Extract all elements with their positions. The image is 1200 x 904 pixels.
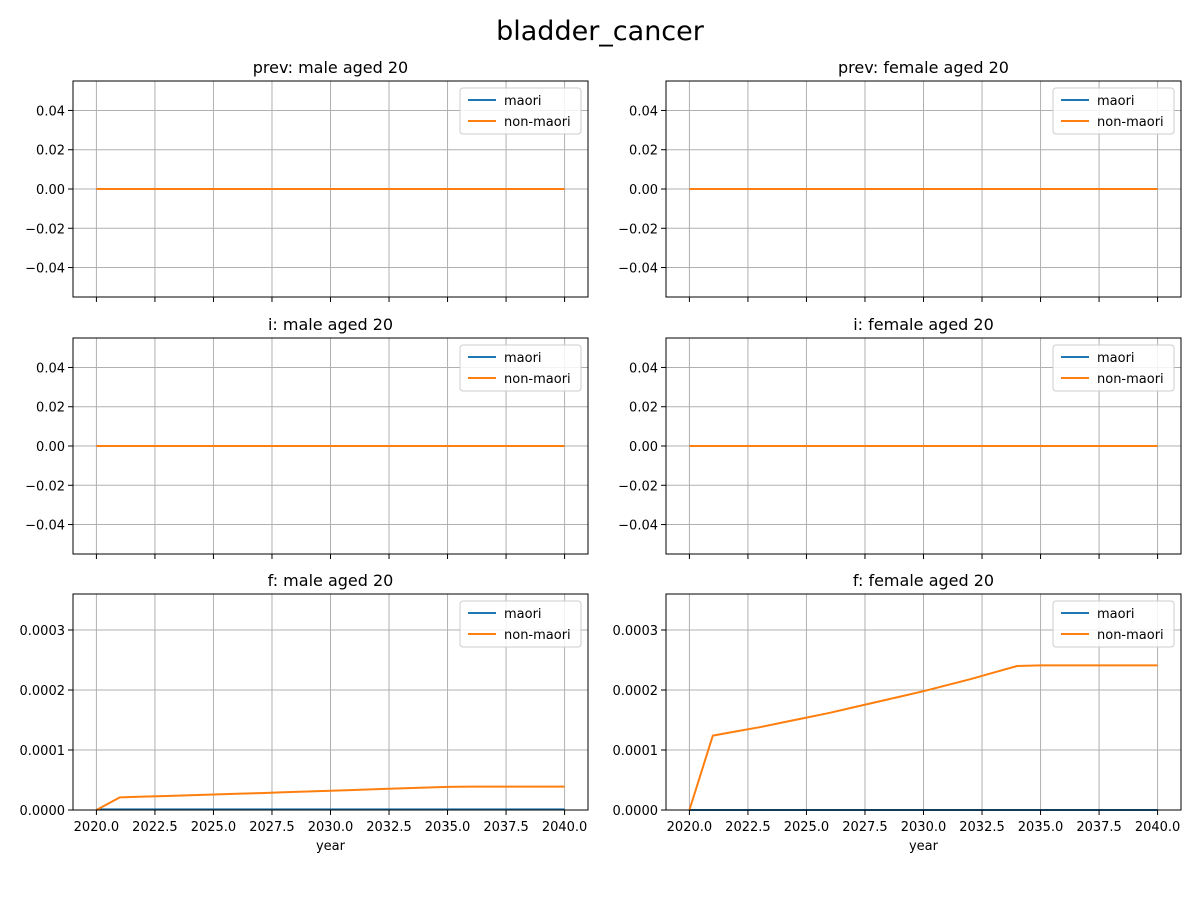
legend: maori non-maori [459,600,582,648]
y-tick-label: 0.0000 [613,804,659,819]
subplot-5: 2020.0 2022.5 2025.0 2027.5 2030.0 2032.5 2035… [613,571,1182,854]
subplot-0: −0.04 −0.02 0.00 0.02 0.04 prev: male aged 20… [25,58,589,302]
x-tick-label: 2040.0 [1135,820,1181,835]
y-tick-label: −0.04 [25,262,65,277]
y-tick-label: −0.02 [25,222,65,237]
series-line-non-maori [95,785,565,811]
y-tick-label: −0.02 [618,479,658,494]
legend-label: non-maori [504,115,571,130]
subplot-title: i: female aged 20 [853,315,994,334]
subplot-title: f: male aged 20 [268,571,394,590]
x-axis-label: year [316,839,346,854]
x-tick-label: 2040.0 [542,820,588,835]
x-tick-label: 2027.5 [842,820,888,835]
y-tick-label: −0.02 [618,222,658,237]
legend-label: non-maori [504,372,571,387]
y-tick-label: 0.00 [36,440,65,455]
x-tick-label: 2027.5 [249,820,295,835]
subplot-title: f: female aged 20 [853,571,994,590]
y-tick-label: 0.0001 [20,744,66,759]
subplot-4: 2020.0 2022.5 2025.0 2027.5 2030.0 2032.5 2035… [20,571,589,854]
y-tick-label: 0.02 [629,144,658,159]
legend-label: maori [504,607,542,622]
y-tick-label: 0.0003 [613,624,659,639]
x-tick-label: 2025.0 [191,820,237,835]
subplot-1: −0.04 −0.02 0.00 0.02 0.04 prev: female aged … [618,58,1182,302]
legend: maori non-maori [1052,600,1175,648]
subplot-3: −0.04 −0.02 0.00 0.02 0.04 i: female aged 20 m… [618,315,1182,559]
x-tick-label: 2020.0 [74,820,120,835]
legend-label: non-maori [504,628,571,643]
x-axis-label: year [909,839,939,854]
x-tick-label: 2037.5 [1076,820,1122,835]
legend: maori non-maori [1052,87,1175,135]
legend: maori non-maori [459,344,582,392]
y-tick-label: 0.02 [36,401,65,416]
y-tick-label: 0.0002 [20,684,66,699]
x-tick-label: 2030.0 [308,820,354,835]
y-tick-label: 0.0001 [613,744,659,759]
x-tick-label: 2022.5 [132,820,178,835]
legend: maori non-maori [459,87,582,135]
y-tick-label: 0.04 [36,361,65,376]
legend-label: non-maori [1097,115,1164,130]
y-tick-label: 0.02 [629,401,658,416]
y-tick-label: 0.02 [36,144,65,159]
legend-label: non-maori [1097,372,1164,387]
x-tick-label: 2022.5 [725,820,771,835]
subplot-title: prev: male aged 20 [253,58,408,77]
figure-title: bladder_cancer [496,16,705,47]
x-tick-label: 2035.0 [1018,820,1064,835]
x-tick-label: 2030.0 [901,820,947,835]
y-tick-label: −0.04 [618,262,658,277]
y-tick-label: −0.04 [618,519,658,534]
y-tick-label: −0.02 [25,479,65,494]
y-tick-label: 0.04 [629,104,658,119]
y-tick-label: 0.04 [629,361,658,376]
y-tick-label: −0.04 [25,519,65,534]
y-tick-label: 0.0000 [20,804,66,819]
y-tick-label: 0.0003 [20,624,66,639]
legend-label: maori [1097,607,1135,622]
x-tick-label: 2037.5 [483,820,529,835]
x-tick-label: 2032.5 [959,820,1005,835]
legend: maori non-maori [1052,344,1175,392]
y-tick-label: 0.0002 [613,684,659,699]
x-tick-label: 2020.0 [667,820,713,835]
legend-label: maori [504,94,542,109]
subplot-2: −0.04 −0.02 0.00 0.02 0.04 i: male aged 20 mao… [25,315,589,559]
legend-label: maori [1097,94,1135,109]
legend-label: maori [504,351,542,366]
y-tick-label: 0.00 [629,183,658,198]
series-line-non-maori [688,664,1158,811]
legend-label: non-maori [1097,628,1164,643]
y-tick-label: 0.00 [36,183,65,198]
x-tick-label: 2025.0 [784,820,830,835]
y-tick-label: 0.04 [36,104,65,119]
legend-label: maori [1097,351,1135,366]
subplot-title: i: male aged 20 [268,315,393,334]
x-tick-label: 2032.5 [366,820,412,835]
y-tick-label: 0.00 [629,440,658,455]
x-tick-label: 2035.0 [425,820,471,835]
subplot-title: prev: female aged 20 [838,58,1009,77]
